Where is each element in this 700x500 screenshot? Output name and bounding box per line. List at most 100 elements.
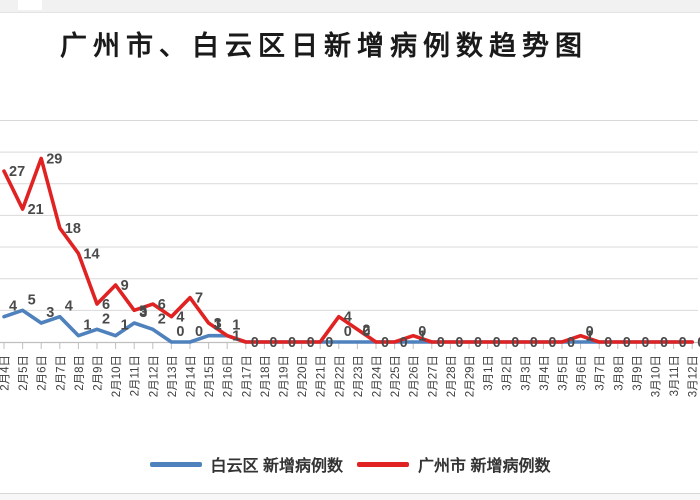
svg-text:0: 0 xyxy=(641,335,649,351)
page-bottom-strip xyxy=(0,493,700,500)
svg-text:0: 0 xyxy=(251,335,259,351)
svg-text:2: 2 xyxy=(102,311,110,327)
baiyun-line-swatch xyxy=(149,461,202,467)
svg-text:2月7日: 2月7日 xyxy=(55,355,67,391)
svg-text:0: 0 xyxy=(437,335,445,351)
page-top-notch xyxy=(18,0,42,10)
svg-text:4: 4 xyxy=(344,310,352,326)
svg-text:2月18日: 2月18日 xyxy=(260,355,272,397)
svg-text:2月12日: 2月12日 xyxy=(148,355,160,397)
svg-text:0: 0 xyxy=(604,335,612,351)
svg-text:0: 0 xyxy=(176,324,184,340)
svg-text:0: 0 xyxy=(586,324,594,340)
svg-text:0: 0 xyxy=(344,324,352,340)
svg-text:5: 5 xyxy=(28,292,36,308)
svg-text:1: 1 xyxy=(214,318,222,334)
series-baiyun-line xyxy=(2,308,695,344)
svg-text:0: 0 xyxy=(660,335,668,351)
svg-text:0: 0 xyxy=(567,335,575,351)
svg-text:3月6日: 3月6日 xyxy=(576,355,588,391)
svg-text:2月28日: 2月28日 xyxy=(446,355,458,397)
svg-text:5: 5 xyxy=(139,303,147,319)
svg-text:2月19日: 2月19日 xyxy=(279,355,291,397)
svg-text:0: 0 xyxy=(530,335,538,351)
svg-text:3月3日: 3月3日 xyxy=(520,355,532,391)
svg-text:1: 1 xyxy=(418,329,426,345)
svg-text:9: 9 xyxy=(121,278,129,294)
guangzhou-line-swatch xyxy=(357,461,409,467)
svg-text:0: 0 xyxy=(697,335,700,351)
svg-text:4: 4 xyxy=(176,310,184,326)
legend-label-baiyun: 白云区 新增病例数 xyxy=(210,458,343,475)
svg-text:2月9日: 2月9日 xyxy=(93,355,105,391)
svg-text:0: 0 xyxy=(381,335,389,351)
svg-text:6: 6 xyxy=(158,297,166,313)
svg-text:29: 29 xyxy=(46,151,62,167)
svg-text:2月4日: 2月4日 xyxy=(0,355,12,391)
svg-text:2: 2 xyxy=(362,322,370,338)
svg-text:2月10日: 2月10日 xyxy=(111,355,123,397)
svg-text:2月16日: 2月16日 xyxy=(223,355,235,397)
svg-text:3月5日: 3月5日 xyxy=(558,355,570,391)
svg-text:2月26日: 2月26日 xyxy=(409,355,421,397)
svg-text:1: 1 xyxy=(232,329,240,345)
legend-item-baiyun: 白云区 新增病例数 xyxy=(149,452,343,476)
svg-text:2月20日: 2月20日 xyxy=(297,355,309,397)
page-top-strip xyxy=(0,0,700,13)
svg-text:2月25日: 2月25日 xyxy=(390,355,402,397)
svg-text:2月27日: 2月27日 xyxy=(427,355,439,397)
svg-text:4: 4 xyxy=(9,299,17,315)
svg-text:0: 0 xyxy=(548,335,556,351)
svg-text:0: 0 xyxy=(679,335,687,351)
svg-text:0: 0 xyxy=(269,335,277,351)
svg-text:1: 1 xyxy=(121,318,129,334)
svg-text:6: 6 xyxy=(102,297,110,313)
svg-text:18: 18 xyxy=(65,221,81,237)
svg-text:4: 4 xyxy=(65,299,73,315)
svg-text:3: 3 xyxy=(214,316,222,332)
svg-text:0: 0 xyxy=(455,335,463,351)
svg-text:2月14日: 2月14日 xyxy=(186,355,198,397)
svg-text:0: 0 xyxy=(288,335,296,351)
svg-text:0: 0 xyxy=(474,335,482,351)
svg-text:2月6日: 2月6日 xyxy=(37,355,49,391)
svg-text:2月11日: 2月11日 xyxy=(130,355,142,396)
svg-text:1: 1 xyxy=(232,318,240,334)
svg-text:3月9日: 3月9日 xyxy=(632,355,644,391)
svg-text:3: 3 xyxy=(46,305,54,321)
svg-text:0: 0 xyxy=(418,324,426,340)
svg-text:0: 0 xyxy=(623,335,631,351)
svg-text:0: 0 xyxy=(325,335,333,351)
svg-text:2月13日: 2月13日 xyxy=(167,355,179,397)
svg-text:3月8日: 3月8日 xyxy=(613,355,625,391)
svg-text:1: 1 xyxy=(83,318,91,334)
svg-text:2月15日: 2月15日 xyxy=(204,355,216,397)
svg-text:2: 2 xyxy=(158,311,166,327)
svg-text:3月2日: 3月2日 xyxy=(502,355,514,391)
svg-text:3月4日: 3月4日 xyxy=(539,355,551,391)
svg-text:2月22日: 2月22日 xyxy=(334,355,346,397)
legend-item-guangzhou: 广州市 新增病例数 xyxy=(357,452,550,476)
svg-text:7: 7 xyxy=(195,291,203,307)
svg-text:0: 0 xyxy=(307,335,315,351)
svg-text:3月11日: 3月11日 xyxy=(669,355,681,396)
svg-text:0: 0 xyxy=(400,335,408,351)
svg-text:21: 21 xyxy=(28,202,44,218)
svg-text:2月8日: 2月8日 xyxy=(74,355,86,391)
chart-title: 广州市、白云区日新增病例数趋势图 xyxy=(60,31,588,61)
svg-text:3月7日: 3月7日 xyxy=(595,355,607,391)
series-guangzhou-line xyxy=(2,156,695,344)
svg-text:0: 0 xyxy=(195,324,203,340)
svg-text:14: 14 xyxy=(83,246,99,262)
svg-text:27: 27 xyxy=(9,164,25,180)
svg-text:2月17日: 2月17日 xyxy=(241,355,253,397)
svg-text:3月10日: 3月10日 xyxy=(651,355,663,397)
svg-text:2月29日: 2月29日 xyxy=(465,355,477,397)
trend-line-chart: 2月4日 2月5日 2月6日 2月7日 2月8日 2月9日 2月10日 2月11日 2月12日 2… xyxy=(0,119,700,397)
svg-text:3月1日: 3月1日 xyxy=(483,355,495,391)
chart-legend: 白云区 新增病例数 广州市 新增病例数 xyxy=(0,449,700,479)
svg-text:1: 1 xyxy=(586,329,594,345)
svg-text:0: 0 xyxy=(493,335,501,351)
svg-text:3月12日: 3月12日 xyxy=(688,355,700,397)
